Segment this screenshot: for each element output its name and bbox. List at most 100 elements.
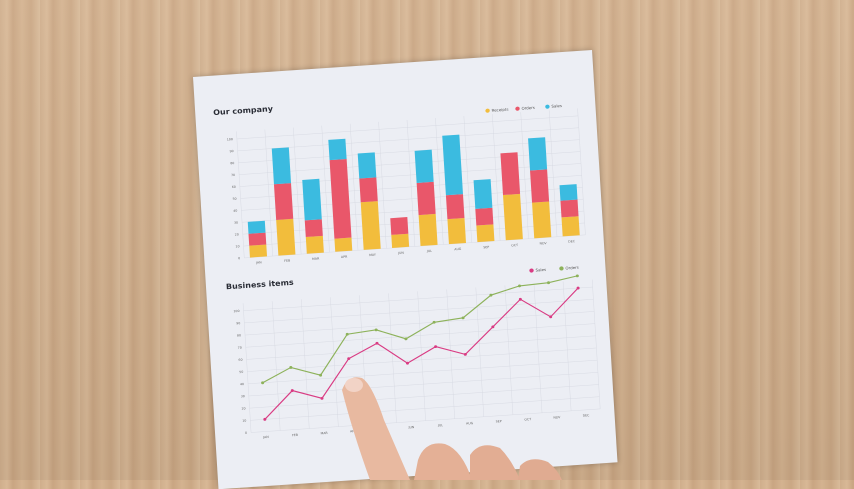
- bar-segment: [473, 179, 493, 209]
- data-point: [434, 345, 438, 349]
- charts-svg: Our company Business items 0102030405060…: [213, 103, 601, 439]
- y-tick-label: 30: [234, 221, 238, 225]
- x-tick-label: MAR: [312, 257, 320, 261]
- legend-swatch: [485, 108, 490, 113]
- gridline: [463, 116, 472, 243]
- data-point: [575, 274, 579, 278]
- bar-chart-title: Our company: [213, 104, 273, 117]
- legend-swatch: [529, 268, 534, 273]
- gridline: [533, 283, 543, 413]
- y-tick-label: 70: [231, 173, 235, 177]
- x-tick-label: JAN: [255, 260, 262, 264]
- data-point: [375, 341, 379, 345]
- bar-segment: [560, 199, 579, 218]
- bar-segment: [249, 244, 268, 258]
- bar-segment: [273, 183, 294, 220]
- y-tick-label: 90: [229, 149, 233, 153]
- little-finger: [518, 459, 562, 480]
- data-point: [290, 389, 294, 392]
- gridline: [301, 299, 310, 429]
- x-tick-label: FEB: [284, 259, 290, 263]
- y-tick-label: 10: [235, 244, 239, 248]
- legend-swatch: [545, 104, 550, 109]
- bar-segment: [442, 134, 463, 196]
- y-tick-label: 0: [245, 431, 247, 435]
- data-point: [432, 320, 436, 324]
- paper-sheet: Our company Business items 0 10 20 30 40 50 60…: [193, 50, 618, 489]
- index-finger: [342, 377, 410, 480]
- x-tick-label: DEC: [568, 239, 575, 243]
- middle-finger: [414, 443, 472, 480]
- bar-segment: [248, 232, 267, 246]
- y-tick-label: 20: [235, 232, 239, 236]
- fingernail: [345, 378, 363, 392]
- bar-segment: [359, 177, 378, 203]
- x-tick-label: JUL: [426, 249, 433, 253]
- bar-segment: [357, 152, 377, 179]
- bar-segment: [360, 201, 381, 250]
- data-point: [549, 315, 553, 319]
- gridline: [349, 123, 359, 251]
- bar-segment: [447, 217, 467, 245]
- gridline: [417, 291, 426, 421]
- data-point: [489, 293, 493, 297]
- gridline: [520, 112, 529, 239]
- data-point: [576, 286, 580, 290]
- y-tick-label: 40: [240, 382, 244, 386]
- data-point: [547, 281, 551, 285]
- gridline: [406, 119, 416, 247]
- x-tick-label: DEC: [583, 413, 590, 417]
- gridline: [591, 279, 601, 409]
- x-tick-label: MAY: [369, 253, 376, 257]
- gridline: [475, 287, 485, 417]
- bar-segment: [391, 233, 410, 248]
- y-tick-label: 80: [230, 161, 234, 165]
- bar-segment: [416, 181, 436, 216]
- legend-swatch: [559, 266, 564, 271]
- x-tick-label: SEP: [483, 245, 489, 249]
- gridline: [293, 127, 302, 255]
- y-tick-label: 50: [239, 370, 243, 374]
- bar-segment: [475, 207, 494, 226]
- legend-label: Orders: [565, 265, 579, 271]
- y-tick-label: 30: [241, 394, 245, 398]
- y-tick-label: 90: [236, 321, 240, 325]
- bar-segment: [305, 235, 324, 254]
- bar-segment: [532, 201, 552, 239]
- bar-segment: [503, 193, 523, 241]
- data-point: [491, 325, 495, 329]
- data-point: [320, 396, 324, 400]
- bar-segment: [247, 220, 266, 234]
- bar-segment: [530, 169, 550, 203]
- y-tick-label: 70: [238, 346, 242, 350]
- x-tick-label: SEP: [496, 419, 502, 423]
- bar-segment: [528, 137, 548, 171]
- bar-segment: [445, 194, 465, 220]
- gridline: [548, 110, 558, 237]
- x-tick-label: FEB: [292, 433, 298, 437]
- gridline: [321, 125, 330, 253]
- y-tick-label: 100: [233, 309, 239, 313]
- y-tick-label: 40: [233, 209, 237, 213]
- gridline: [492, 114, 501, 241]
- legend-label: Receipts: [491, 107, 508, 113]
- bar-segment: [476, 224, 495, 243]
- data-point: [345, 332, 349, 336]
- legend-label: Sales: [551, 103, 562, 109]
- data-point: [289, 366, 293, 369]
- bar-segment: [334, 237, 353, 252]
- y-tick-label: 50: [232, 197, 236, 201]
- x-tick-label: NOV: [553, 415, 561, 419]
- gridline: [330, 297, 339, 427]
- ring-finger: [470, 445, 520, 480]
- bar-segment: [414, 149, 434, 183]
- x-tick-label: NOV: [539, 241, 547, 245]
- data-point: [463, 352, 467, 356]
- gridline: [236, 131, 245, 258]
- x-tick-label: JUL: [437, 423, 444, 427]
- y-tick-label: 80: [237, 333, 241, 337]
- x-tick-label: APR: [341, 255, 348, 259]
- legend-label: Orders: [521, 105, 535, 111]
- data-point: [404, 337, 408, 341]
